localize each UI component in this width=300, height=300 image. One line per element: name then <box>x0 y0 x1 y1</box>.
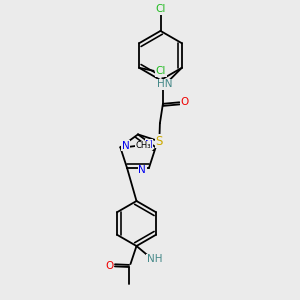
Text: HN: HN <box>157 79 172 89</box>
Text: N: N <box>139 165 146 176</box>
Text: N: N <box>122 141 130 151</box>
Text: O: O <box>181 97 189 107</box>
Text: N: N <box>145 140 153 150</box>
Text: S: S <box>156 135 163 148</box>
Text: CH₃: CH₃ <box>135 141 151 150</box>
Text: Cl: Cl <box>155 4 166 14</box>
Text: Cl: Cl <box>156 66 166 76</box>
Text: O: O <box>105 261 113 272</box>
Text: NH: NH <box>147 254 162 265</box>
